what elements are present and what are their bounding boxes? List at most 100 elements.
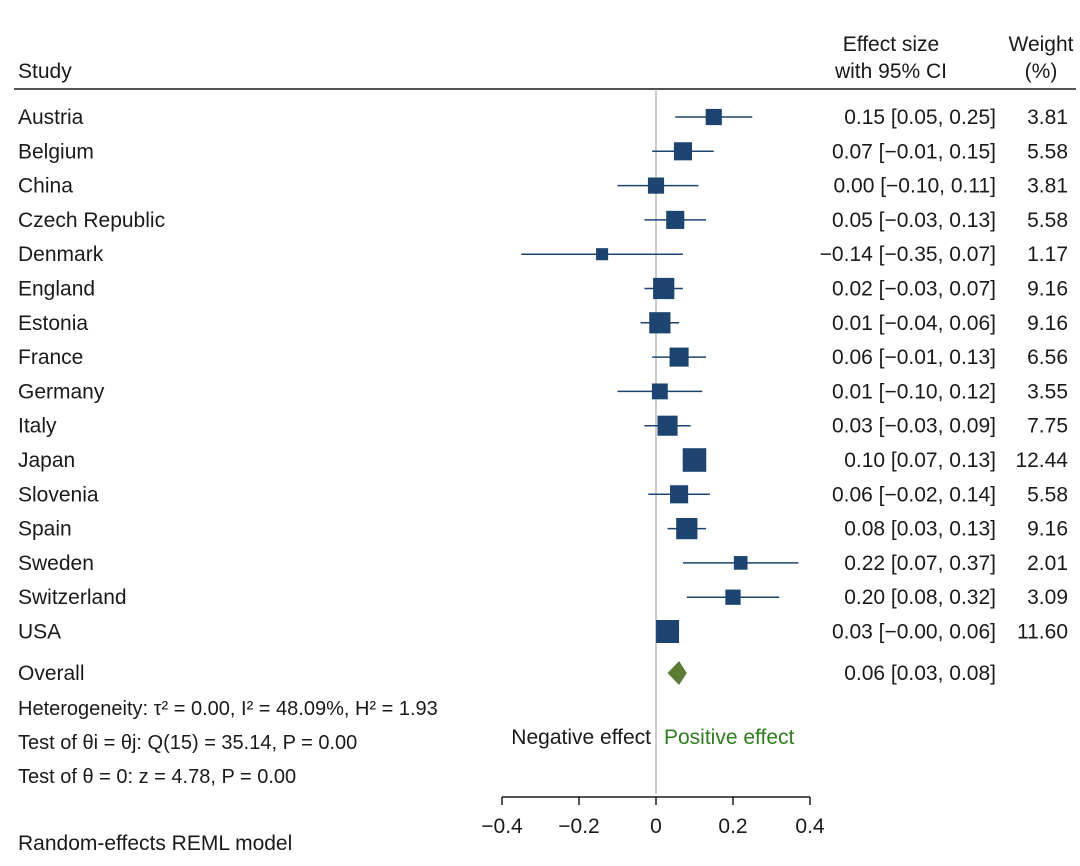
test-theta-zero: Test of θ = 0: z = 4.78, P = 0.00 xyxy=(18,766,296,788)
weight-text: 3.55 xyxy=(1027,380,1068,403)
study-row: Estonia 0.01 [−0.04, 0.06] 9.16 xyxy=(18,312,1068,335)
ci-text: 0.06 [−0.02, 0.14] xyxy=(832,483,996,506)
effect-marker xyxy=(669,347,689,367)
effect-marker xyxy=(682,448,707,472)
weight-text: 6.56 xyxy=(1027,346,1068,369)
study-row: China 0.00 [−0.10, 0.11] 3.81 xyxy=(18,175,1068,198)
study-row: Slovenia 0.06 [−0.02, 0.14] 5.58 xyxy=(18,483,1068,506)
effect-marker xyxy=(705,108,722,126)
ci-text: −0.14 [−0.35, 0.07] xyxy=(820,243,996,266)
study-row: France 0.06 [−0.01, 0.13] 6.56 xyxy=(18,346,1068,369)
weight-text: 3.81 xyxy=(1027,106,1068,129)
study-row: Japan 0.10 [0.07, 0.13] 12.44 xyxy=(18,448,1068,472)
study-name: Czech Republic xyxy=(18,209,165,232)
study-rows: Austria 0.15 [0.05, 0.25] 3.81 Belgium 0.07 … xyxy=(18,106,1068,644)
ci-text: 0.03 [−0.00, 0.06] xyxy=(832,621,996,644)
weight-text: 11.60 xyxy=(1017,621,1068,644)
x-tick-label: 0 xyxy=(650,815,662,838)
weight-text: 1.17 xyxy=(1027,243,1068,266)
study-name: Spain xyxy=(18,518,72,541)
study-name: Japan xyxy=(18,449,75,472)
negative-effect-label: Negative effect xyxy=(511,726,651,749)
positive-effect-label: Positive effect xyxy=(664,726,795,749)
weight-text: 12.44 xyxy=(1015,449,1068,472)
study-name: England xyxy=(18,278,95,301)
effect-marker xyxy=(733,556,748,570)
weight-text: 9.16 xyxy=(1027,518,1068,541)
study-row: USA 0.03 [−0.00, 0.06] 11.60 xyxy=(18,619,1068,644)
overall-label: Overall xyxy=(18,662,85,685)
ci-text: 0.20 [0.08, 0.32] xyxy=(844,586,996,609)
ci-text: 0.15 [0.05, 0.25] xyxy=(844,106,996,129)
effect-marker xyxy=(670,485,689,504)
effect-marker xyxy=(649,312,671,334)
x-tick-label: 0.2 xyxy=(718,815,747,838)
effect-marker xyxy=(647,177,665,194)
study-row: England 0.02 [−0.03, 0.07] 9.16 xyxy=(18,278,1068,301)
study-name: Slovenia xyxy=(18,483,99,506)
effect-marker xyxy=(657,415,678,436)
study-name: Switzerland xyxy=(18,586,127,609)
effect-marker xyxy=(676,517,698,540)
ci-text: 0.10 [0.07, 0.13] xyxy=(844,449,996,472)
study-row: Germany 0.01 [−0.10, 0.12] 3.55 xyxy=(18,380,1068,403)
effect-marker xyxy=(656,619,680,644)
overall-diamond xyxy=(667,661,687,685)
ci-text: 0.01 [−0.10, 0.12] xyxy=(832,380,996,403)
study-row: Czech Republic 0.05 [−0.03, 0.13] 5.58 xyxy=(18,209,1068,232)
heterogeneity-stat: Heterogeneity: τ² = 0.00, I² = 48.09%, H… xyxy=(18,698,438,720)
ci-text: 0.00 [−0.10, 0.11] xyxy=(834,175,997,198)
study-name: Sweden xyxy=(18,552,94,575)
study-name: Germany xyxy=(18,380,105,403)
weight-text: 7.75 xyxy=(1027,415,1068,438)
x-tick-label: 0.4 xyxy=(795,815,825,838)
ci-text: 0.07 [−0.01, 0.15] xyxy=(832,140,996,163)
header-weight-line2: (%) xyxy=(1025,60,1058,83)
weight-text: 9.16 xyxy=(1027,312,1068,335)
study-name: France xyxy=(18,346,83,369)
weight-text: 3.81 xyxy=(1027,175,1068,198)
weight-text: 5.58 xyxy=(1027,483,1068,506)
study-row: Austria 0.15 [0.05, 0.25] 3.81 xyxy=(18,106,1068,129)
study-name: China xyxy=(18,175,73,198)
ci-text: 0.22 [0.07, 0.37] xyxy=(844,552,996,575)
ci-text: 0.05 [−0.03, 0.13] xyxy=(832,209,996,232)
ci-text: 0.01 [−0.04, 0.06] xyxy=(832,312,996,335)
study-row: Switzerland 0.20 [0.08, 0.32] 3.09 xyxy=(18,586,1068,609)
weight-text: 5.58 xyxy=(1027,209,1068,232)
study-name: USA xyxy=(18,621,61,644)
x-tick-label: −0.2 xyxy=(558,815,599,838)
header-effect-line2: with 95% CI xyxy=(834,60,947,83)
study-row: Spain 0.08 [0.03, 0.13] 9.16 xyxy=(18,518,1068,541)
study-name: Belgium xyxy=(18,140,94,163)
x-tick-label: −0.4 xyxy=(481,815,523,838)
overall-ci-text: 0.06 [0.03, 0.08] xyxy=(844,662,996,685)
ci-text: 0.08 [0.03, 0.13] xyxy=(844,518,996,541)
study-row: Denmark −0.14 [−0.35, 0.07] 1.17 xyxy=(18,243,1068,266)
effect-marker xyxy=(673,142,693,161)
effect-marker xyxy=(666,210,685,229)
effect-marker xyxy=(596,248,609,261)
header-weight-line1: Weight xyxy=(1009,33,1074,56)
model-note: Random-effects REML model xyxy=(18,832,292,855)
study-name: Italy xyxy=(18,415,57,438)
study-name: Austria xyxy=(18,106,84,129)
ci-text: 0.06 [−0.01, 0.13] xyxy=(832,346,996,369)
x-axis-ticks: −0.4 −0.2 0 0.2 0.4 xyxy=(481,797,825,838)
study-row: Sweden 0.22 [0.07, 0.37] 2.01 xyxy=(18,552,1068,575)
test-theta-ij: Test of θi = θj: Q(15) = 35.14, P = 0.00 xyxy=(18,732,357,754)
header-study: Study xyxy=(18,60,72,83)
weight-text: 3.09 xyxy=(1027,586,1068,609)
study-row: Italy 0.03 [−0.03, 0.09] 7.75 xyxy=(18,415,1068,438)
ci-text: 0.03 [−0.03, 0.09] xyxy=(832,415,996,438)
effect-marker xyxy=(725,589,741,605)
effect-marker xyxy=(653,277,675,300)
weight-text: 5.58 xyxy=(1027,140,1068,163)
weight-text: 2.01 xyxy=(1027,552,1068,575)
study-name: Denmark xyxy=(18,243,104,266)
study-name: Estonia xyxy=(18,312,88,335)
study-row: Belgium 0.07 [−0.01, 0.15] 5.58 xyxy=(18,140,1068,163)
weight-text: 9.16 xyxy=(1027,278,1068,301)
header-effect-line1: Effect size xyxy=(843,33,940,56)
